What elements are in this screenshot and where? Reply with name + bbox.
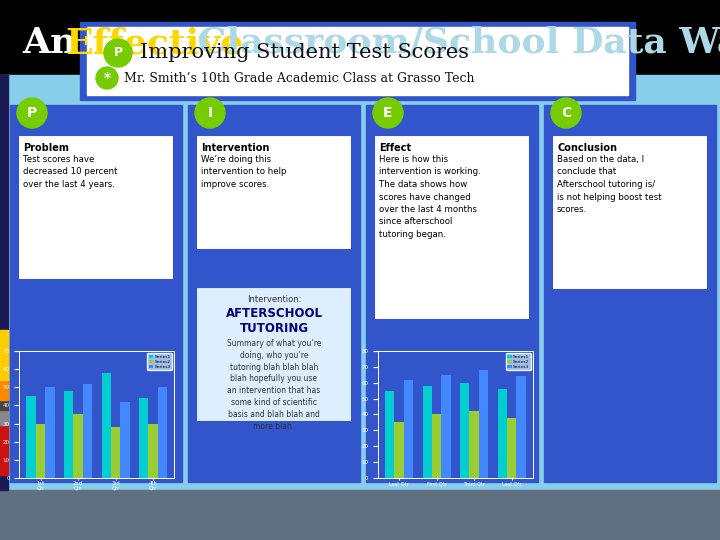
Bar	[479, 370, 488, 478]
Legend: Series1, Series2, Series3: Series1, Series2, Series3	[148, 353, 172, 370]
FancyBboxPatch shape	[18, 135, 174, 280]
Text: Intervention:: Intervention:	[247, 295, 301, 304]
Bar	[460, 383, 469, 478]
Text: *: *	[104, 71, 111, 85]
Bar	[188, 105, 360, 482]
Bar	[516, 376, 526, 478]
Bar	[87, 27, 628, 95]
Text: Test scores have
decreased 10 percent
over the last 4 years.: Test scores have decreased 10 percent ov…	[23, 155, 117, 189]
Bar	[0, 75, 8, 490]
Text: An: An	[22, 26, 89, 60]
Text: P: P	[114, 46, 122, 59]
Bar	[0, 0, 720, 75]
Bar	[0, 350, 8, 380]
Bar	[0, 425, 8, 445]
Circle shape	[373, 98, 403, 128]
Circle shape	[195, 98, 225, 128]
Bar	[385, 390, 395, 478]
Bar	[423, 386, 432, 478]
Text: C: C	[561, 106, 571, 120]
Bar	[404, 380, 413, 478]
Bar	[507, 417, 516, 478]
Text: Improving Student Test Scores: Improving Student Test Scores	[140, 44, 469, 63]
FancyBboxPatch shape	[196, 287, 352, 422]
Text: AFTERSCHOOL
TUTORING: AFTERSCHOOL TUTORING	[225, 307, 323, 335]
Text: Summary of what you’re
doing, who you’re
tutoring blah blah blah
blah hopefully : Summary of what you’re doing, who you’re…	[227, 339, 321, 430]
Bar	[102, 373, 111, 478]
Text: Intervention: Intervention	[201, 143, 269, 153]
Text: Problem: Problem	[23, 143, 69, 153]
FancyBboxPatch shape	[196, 135, 352, 250]
Bar	[544, 105, 716, 482]
Legend: Series1, Series2, Series3: Series1, Series2, Series3	[506, 353, 531, 370]
Text: Here is how this
intervention is working.
The data shows how
scores have changed: Here is how this intervention is working…	[379, 155, 481, 239]
Circle shape	[551, 98, 581, 128]
Bar	[10, 105, 182, 482]
Bar	[0, 380, 8, 400]
FancyBboxPatch shape	[552, 135, 708, 290]
Text: Classroom/School Data Wall: Classroom/School Data Wall	[185, 26, 720, 60]
Bar	[64, 391, 73, 478]
Bar	[27, 396, 36, 478]
Text: Conclusion: Conclusion	[557, 143, 617, 153]
Text: Based on the data, I
conclude that
Afterschool tutoring is/
is not helping boost: Based on the data, I conclude that After…	[557, 155, 662, 214]
Bar	[111, 427, 120, 478]
Bar	[0, 400, 8, 410]
Text: I: I	[207, 106, 212, 120]
Bar	[158, 387, 167, 478]
Text: Effect: Effect	[379, 143, 411, 153]
Circle shape	[17, 98, 47, 128]
Text: E: E	[383, 106, 392, 120]
Bar	[148, 423, 158, 478]
Bar	[0, 410, 8, 425]
Bar	[469, 411, 479, 478]
Bar	[498, 389, 507, 478]
Bar	[366, 105, 538, 482]
Bar	[0, 75, 720, 490]
Bar	[395, 422, 404, 478]
Circle shape	[104, 39, 132, 67]
Text: P: P	[27, 106, 37, 120]
Bar	[45, 387, 55, 478]
Bar	[441, 375, 451, 478]
Bar	[73, 415, 83, 478]
Bar	[120, 402, 130, 478]
Bar	[0, 330, 8, 350]
Text: Mr. Smith’s 10th Grade Academic Class at Grasso Tech: Mr. Smith’s 10th Grade Academic Class at…	[124, 71, 474, 84]
Bar	[36, 423, 45, 478]
Circle shape	[96, 67, 118, 89]
Bar	[0, 445, 8, 475]
Bar	[80, 22, 635, 100]
FancyBboxPatch shape	[374, 135, 530, 320]
Text: We’re doing this
intervention to help
improve scores.: We’re doing this intervention to help im…	[201, 155, 287, 189]
Bar	[0, 490, 720, 540]
Text: Effective: Effective	[65, 26, 243, 60]
Bar	[83, 383, 92, 478]
Bar	[139, 398, 148, 478]
Bar	[432, 415, 441, 478]
